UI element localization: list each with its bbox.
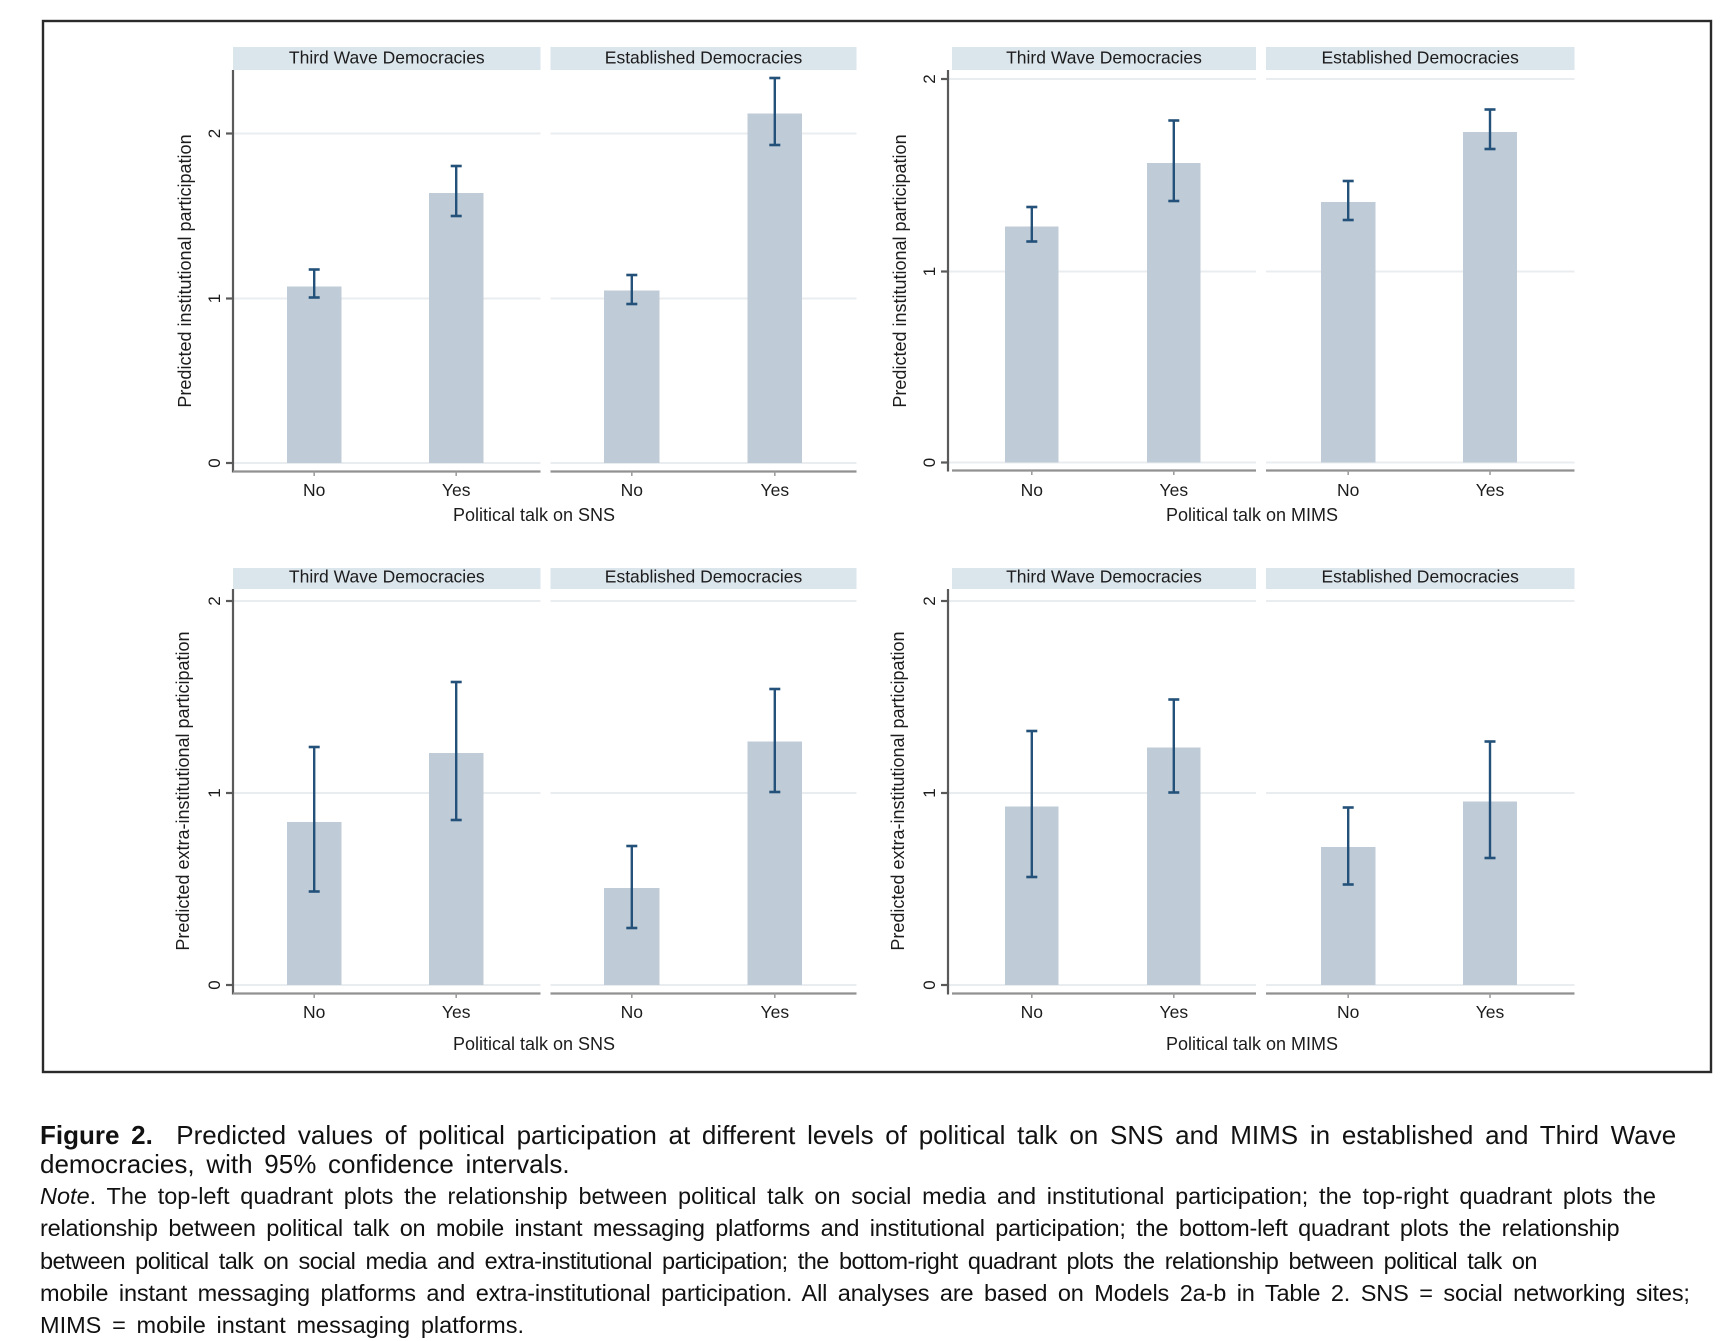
svg-text:No: No: [621, 480, 643, 500]
svg-text:0: 0: [920, 458, 939, 467]
svg-text:1: 1: [920, 267, 939, 276]
svg-text:Predicted extra-institutional: Predicted extra-institutional participat…: [173, 631, 193, 950]
svg-text:1: 1: [920, 788, 939, 797]
svg-text:No: No: [1337, 480, 1359, 500]
svg-text:Yes: Yes: [1476, 1002, 1505, 1022]
svg-text:Third Wave Democracies: Third Wave Democracies: [289, 567, 485, 587]
svg-text:Yes: Yes: [1160, 480, 1189, 500]
svg-text:No: No: [1337, 1002, 1359, 1022]
svg-text:0: 0: [205, 980, 224, 989]
svg-text:Established Democracies: Established Democracies: [605, 48, 803, 68]
svg-text:Yes: Yes: [761, 1002, 790, 1022]
svg-text:Predicted institutional partic: Predicted institutional participation: [890, 134, 910, 407]
svg-text:2: 2: [205, 596, 224, 605]
svg-text:Political talk on SNS: Political talk on SNS: [453, 505, 615, 525]
svg-text:2: 2: [205, 129, 224, 138]
svg-text:Established Democracies: Established Democracies: [605, 567, 803, 587]
svg-text:No: No: [303, 1002, 325, 1022]
svg-text:No: No: [1021, 480, 1043, 500]
svg-text:Political talk on MIMS: Political talk on MIMS: [1166, 1034, 1338, 1054]
svg-text:1: 1: [205, 294, 224, 303]
svg-text:Third Wave Democracies: Third Wave Democracies: [1006, 567, 1202, 587]
svg-text:Yes: Yes: [442, 480, 471, 500]
svg-text:No: No: [1021, 1002, 1043, 1022]
svg-text:0: 0: [920, 980, 939, 989]
svg-text:Predicted extra-institutional: Predicted extra-institutional participat…: [888, 631, 908, 950]
svg-text:No: No: [303, 480, 325, 500]
svg-text:Yes: Yes: [761, 480, 790, 500]
svg-text:Yes: Yes: [1160, 1002, 1189, 1022]
svg-text:Yes: Yes: [1476, 480, 1505, 500]
svg-text:2: 2: [920, 596, 939, 605]
svg-text:Yes: Yes: [442, 1002, 471, 1022]
svg-text:Third Wave Democracies: Third Wave Democracies: [289, 48, 485, 68]
svg-text:2: 2: [920, 74, 939, 83]
svg-text:Established Democracies: Established Democracies: [1321, 48, 1519, 68]
svg-text:Third Wave Democracies: Third Wave Democracies: [1006, 48, 1202, 68]
svg-text:Political talk on MIMS: Political talk on MIMS: [1166, 505, 1338, 525]
svg-text:Political talk on SNS: Political talk on SNS: [453, 1034, 615, 1054]
svg-text:No: No: [621, 1002, 643, 1022]
svg-text:1: 1: [205, 788, 224, 797]
svg-text:Predicted institutional partic: Predicted institutional participation: [175, 134, 195, 407]
svg-text:Established Democracies: Established Democracies: [1321, 567, 1519, 587]
svg-text:0: 0: [205, 458, 224, 467]
